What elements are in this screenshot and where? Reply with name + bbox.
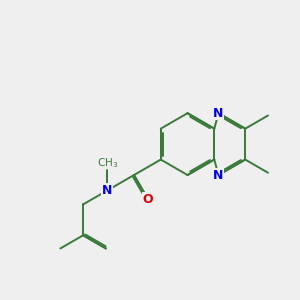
Text: N: N: [213, 169, 224, 182]
Text: O: O: [142, 193, 153, 206]
Text: N: N: [102, 184, 112, 197]
Text: CH$_3$: CH$_3$: [97, 156, 118, 170]
Text: N: N: [213, 107, 224, 120]
